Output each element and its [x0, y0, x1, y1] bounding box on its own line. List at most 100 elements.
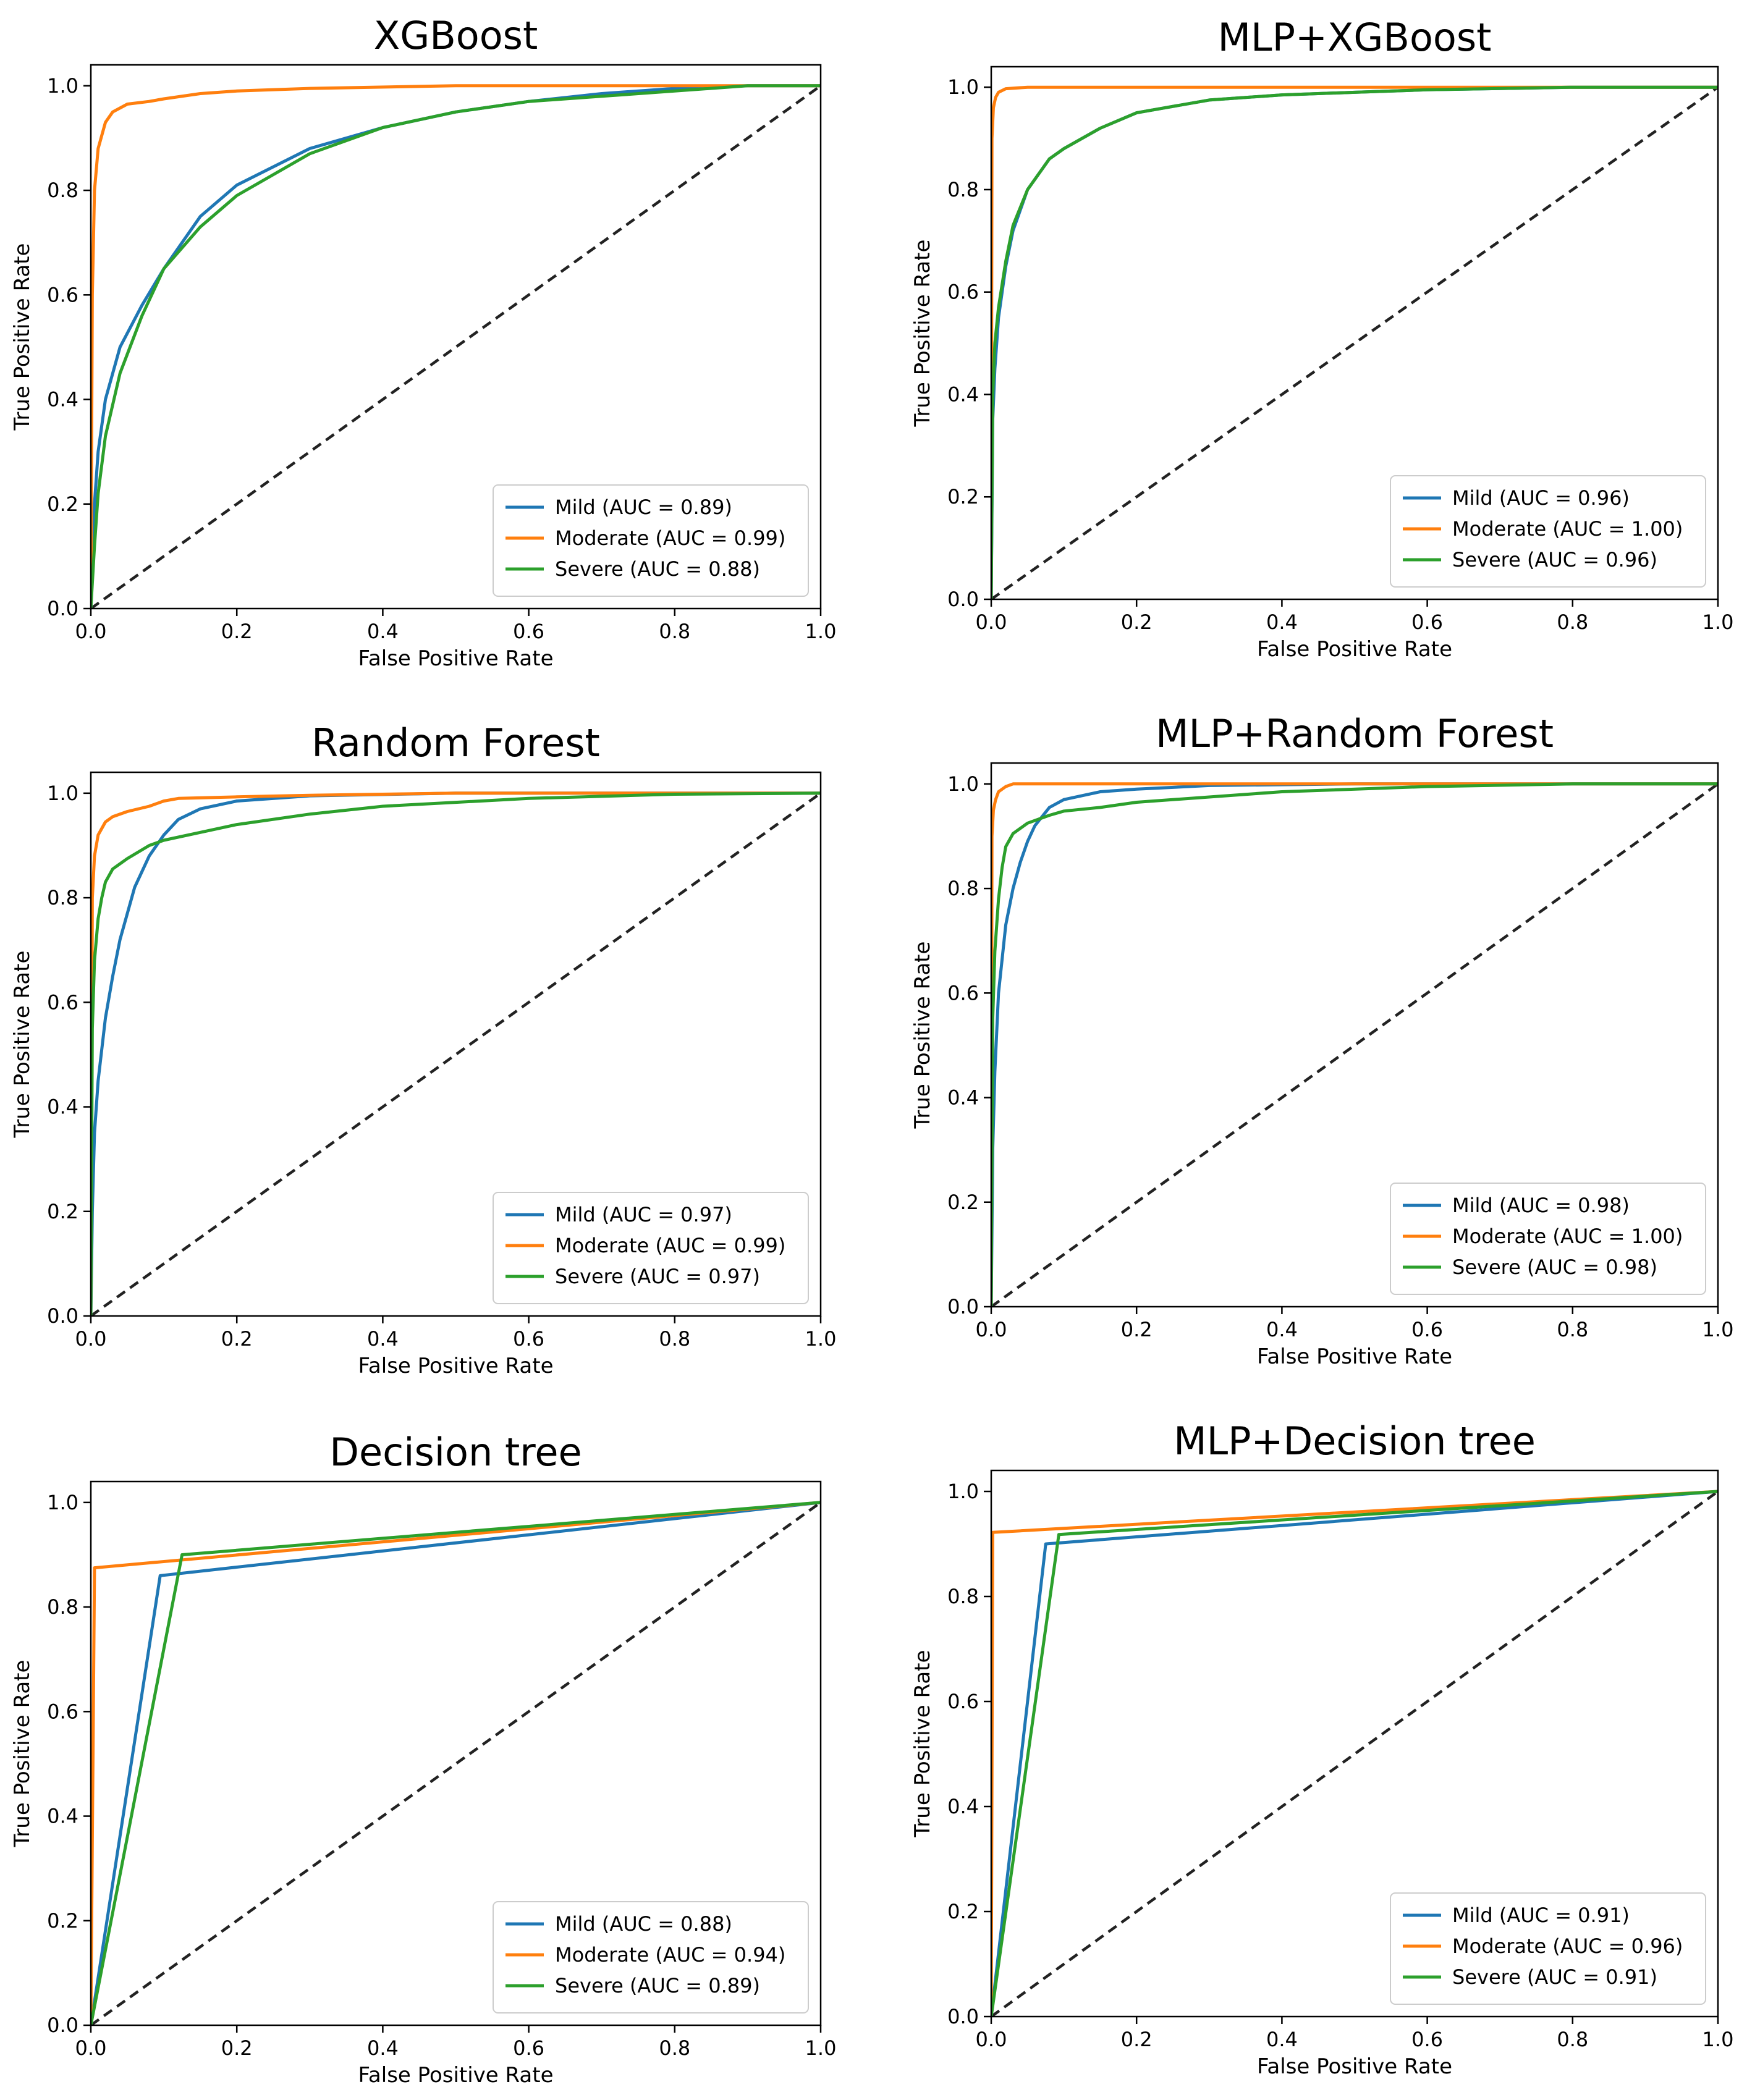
y-tick-label: 1.0 — [47, 74, 78, 98]
x-tick-label: 0.8 — [659, 2036, 690, 2060]
y-axis-label: True Positive Rate — [910, 240, 935, 428]
roc-panel-3: MLP+Random Forest 0.0 0.2 0.4 0.6 0.8 1.0 0.0 0.… — [910, 711, 1733, 1369]
roc-curve-moderate — [991, 85, 1718, 599]
y-axis-label: True Positive Rate — [910, 1650, 935, 1838]
plot-frame — [90, 64, 822, 610]
y-tick-label: 0.8 — [947, 877, 979, 900]
y-tick-label: 0.4 — [47, 1805, 78, 1828]
chance-diagonal-line — [91, 85, 821, 609]
y-axis-label: True Positive Rate — [910, 942, 935, 1129]
y-tick-label: 0.2 — [947, 1191, 979, 1214]
y-tick-label: 0.2 — [47, 1200, 78, 1223]
y-axis-label: True Positive Rate — [10, 243, 35, 431]
y-tick-label: 0.2 — [947, 485, 979, 508]
y-tick-label: 0.4 — [947, 382, 979, 406]
x-tick-label: 0.0 — [75, 620, 107, 643]
y-tick-label: 0.0 — [47, 597, 78, 620]
legend-box — [1390, 1892, 1706, 2005]
x-tick-label: 0.8 — [1557, 1318, 1588, 1341]
y-tick-label: 1.0 — [47, 782, 78, 805]
roc-curve-moderate — [91, 791, 821, 1316]
legend-entry: Mild (AUC = 0.96) — [1452, 486, 1630, 510]
plot-frame — [990, 1469, 1719, 2018]
x-tick-label: 0.6 — [1411, 1318, 1443, 1341]
x-axis-label: False Positive Rate — [1257, 1344, 1452, 1369]
x-tick-label: 0.4 — [367, 620, 399, 643]
x-tick-label: 0.8 — [659, 620, 690, 643]
x-axis-label: False Positive Rate — [1257, 637, 1452, 662]
y-tick-label: 0.6 — [947, 280, 979, 304]
plot-frame — [990, 762, 1719, 1308]
x-tick-label: 0.8 — [1557, 2028, 1588, 2051]
x-axis-label: False Positive Rate — [358, 2063, 554, 2088]
x-tick-label: 1.0 — [1703, 610, 1734, 634]
x-tick-label: 0.6 — [513, 620, 544, 643]
x-tick-label: 0.0 — [976, 1318, 1007, 1341]
y-tick-label: 0.4 — [47, 1095, 78, 1119]
plot-frame — [90, 771, 822, 1317]
roc-panel-0: XGBoost 0.0 0.2 0.4 0.6 0.8 1.0 0.0 0.2 0.4 0.6 0.8… — [10, 13, 836, 671]
x-tick-label: 0.0 — [75, 1327, 107, 1351]
plot-frame — [90, 1480, 822, 2026]
legend-entry: Moderate (AUC = 1.00) — [1452, 517, 1683, 541]
x-tick-label: 0.4 — [367, 1327, 399, 1351]
legend-entry: Mild (AUC = 0.88) — [555, 1912, 732, 1936]
legend-entry: Severe (AUC = 0.97) — [555, 1265, 760, 1288]
y-tick-label: 0.4 — [947, 1795, 979, 1818]
roc-panel-5: MLP+Decision tree 0.0 0.2 0.4 0.6 0.8 1.0 0.0 0.… — [910, 1419, 1733, 2079]
roc-panel-2: Random Forest 0.0 0.2 0.4 0.6 0.8 1.0 0.0 0.2 0.4… — [10, 720, 836, 1378]
y-axis-label: True Positive Rate — [10, 951, 35, 1139]
x-tick-label: 0.0 — [976, 2028, 1007, 2051]
legend: Mild (AUC = 0.88) Moderate (AUC = 0.94) Se… — [493, 1901, 809, 2014]
y-tick-label: 0.6 — [47, 1700, 78, 1723]
x-tick-label: 1.0 — [805, 2036, 837, 2060]
panel-title: MLP+XGBoost — [1218, 15, 1492, 60]
y-tick-label: 0.2 — [47, 492, 78, 516]
x-tick-label: 0.4 — [367, 2036, 399, 2060]
roc-curve-severe — [991, 1490, 1718, 2017]
roc-curve-moderate — [91, 1501, 821, 2025]
y-tick-label: 0.8 — [947, 1585, 979, 1608]
roc-curve-moderate — [991, 782, 1718, 1307]
y-tick-label: 0.6 — [47, 283, 78, 306]
roc-curve-mild — [991, 782, 1718, 1307]
roc-curve-severe — [991, 85, 1718, 599]
panel-title: XGBoost — [374, 13, 538, 58]
legend-entry: Mild (AUC = 0.89) — [555, 495, 732, 519]
roc-curve-severe — [991, 782, 1718, 1307]
x-tick-label: 0.8 — [659, 1327, 690, 1351]
x-tick-label: 0.4 — [1266, 1318, 1298, 1341]
y-tick-label: 0.8 — [947, 178, 979, 201]
legend: Mild (AUC = 0.98) Moderate (AUC = 1.00) Se… — [1390, 1183, 1706, 1295]
panel-title: Decision tree — [329, 1430, 582, 1475]
x-tick-label: 0.2 — [1121, 610, 1153, 634]
x-tick-label: 0.4 — [1266, 2028, 1298, 2051]
chance-diagonal-line — [991, 783, 1718, 1307]
panel-title: MLP+Decision tree — [1174, 1419, 1536, 1464]
y-tick-label: 1.0 — [47, 1491, 78, 1514]
x-axis-label: False Positive Rate — [358, 646, 554, 671]
roc-panel-4: Decision tree 0.0 0.2 0.4 0.6 0.8 1.0 0.0 0.2 0.4… — [10, 1430, 836, 2088]
x-tick-label: 1.0 — [1703, 2028, 1734, 2051]
x-tick-label: 1.0 — [805, 1327, 837, 1351]
roc-curve-severe — [91, 1501, 821, 2025]
legend-entry: Moderate (AUC = 1.00) — [1452, 1225, 1683, 1248]
y-tick-label: 0.0 — [47, 1304, 78, 1328]
curves — [991, 85, 1718, 599]
y-tick-label: 1.0 — [947, 772, 979, 796]
x-tick-label: 0.6 — [1411, 610, 1443, 634]
curves — [91, 84, 821, 609]
legend-entry: Mild (AUC = 0.91) — [1452, 1904, 1630, 1927]
legend-entry: Severe (AUC = 0.89) — [555, 1974, 760, 1997]
y-tick-label: 0.0 — [947, 1295, 979, 1318]
legend-entry: Severe (AUC = 0.88) — [555, 557, 760, 581]
roc-curve-mild — [91, 1501, 821, 2025]
curves — [91, 1501, 821, 2025]
roc-curve-mild — [991, 1490, 1718, 2017]
y-tick-label: 0.4 — [47, 388, 78, 411]
legend-box — [493, 484, 809, 597]
roc-curve-severe — [91, 84, 821, 609]
x-tick-label: 0.6 — [513, 2036, 544, 2060]
x-tick-label: 0.2 — [1121, 1318, 1153, 1341]
y-tick-label: 0.4 — [947, 1086, 979, 1110]
